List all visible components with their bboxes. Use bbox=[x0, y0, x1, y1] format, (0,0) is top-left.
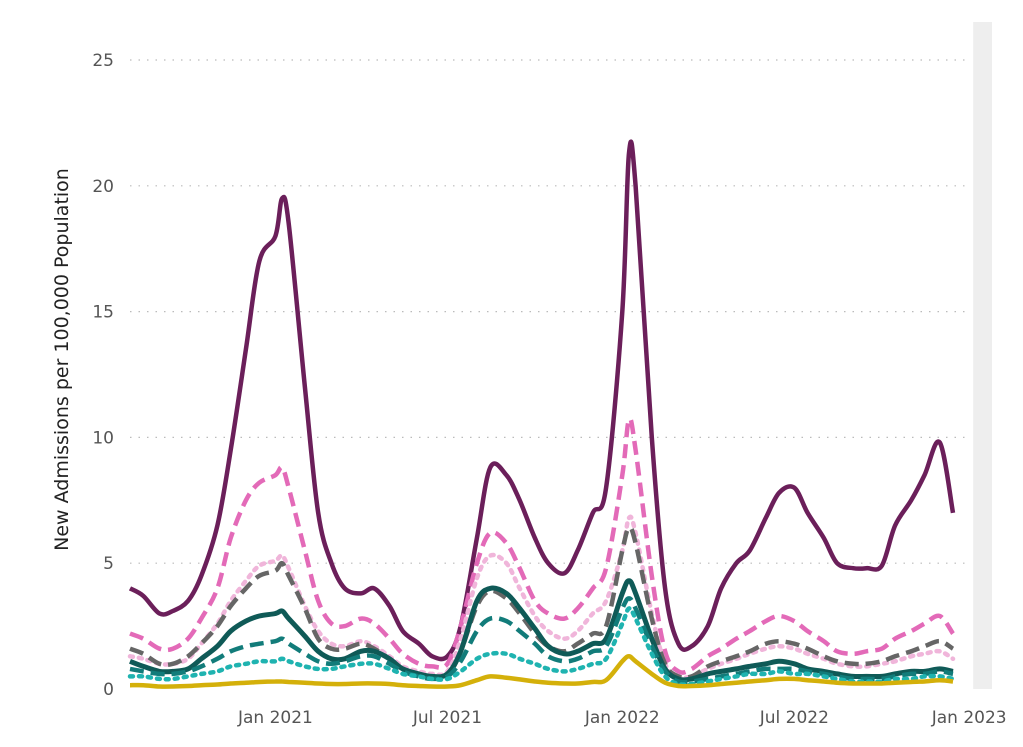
series-line-3 bbox=[127, 514, 956, 680]
y-tick-label: 10 bbox=[92, 428, 114, 448]
y-axis-ticks: 0 5 10 15 20 25 bbox=[92, 51, 114, 700]
y-tick-label: 25 bbox=[92, 51, 114, 71]
series-line-5 bbox=[129, 578, 954, 683]
x-tick-label: Jan 2023 bbox=[931, 708, 1007, 728]
x-tick-label: Jan 2021 bbox=[237, 708, 313, 728]
series-line-1 bbox=[128, 139, 956, 662]
x-tick-label: Jan 2022 bbox=[584, 708, 660, 728]
x-axis-ticks: Jan 2021 Jul 2021 Jan 2022 Jul 2022 Jan 2023 bbox=[237, 708, 1007, 728]
series-line-8 bbox=[129, 654, 954, 689]
series-line-7 bbox=[127, 606, 956, 687]
series-lines bbox=[127, 139, 956, 689]
x-tick-label: Jul 2022 bbox=[759, 708, 829, 728]
series-line-2 bbox=[129, 416, 955, 675]
y-tick-label: 0 bbox=[103, 680, 114, 700]
y-tick-label: 20 bbox=[92, 177, 114, 197]
y-axis-title: New Admissions per 100,000 Population bbox=[51, 168, 73, 551]
gridlines bbox=[130, 59, 968, 564]
y-tick-label: 15 bbox=[92, 303, 114, 323]
projection-shaded-region bbox=[973, 22, 992, 689]
series-line-6 bbox=[129, 596, 954, 685]
x-tick-label: Jul 2021 bbox=[412, 708, 482, 728]
y-tick-label: 5 bbox=[103, 554, 114, 574]
